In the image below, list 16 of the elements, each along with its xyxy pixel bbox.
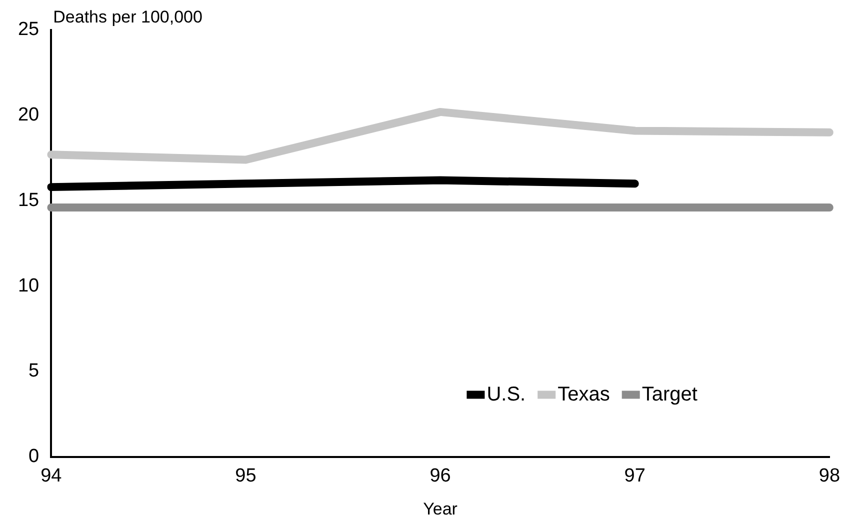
- x-tick-label: 96: [430, 465, 451, 486]
- x-tick-label: 95: [235, 465, 256, 486]
- x-axis-title: Year: [423, 499, 458, 518]
- legend-label: U.S.: [486, 383, 526, 406]
- y-tick-label: 10: [18, 275, 40, 296]
- y-tick-label: 15: [18, 190, 40, 211]
- y-tick-label: 0: [28, 446, 40, 468]
- x-tick-label: 98: [818, 465, 840, 486]
- y-axis-title: Deaths per 100,000: [53, 8, 202, 27]
- y-tick-label: 25: [18, 19, 40, 40]
- y-tick-label: 5: [28, 360, 40, 382]
- x-tick-label: 97: [624, 465, 646, 486]
- legend-label: Target: [642, 383, 698, 406]
- y-tick-label: 20: [18, 104, 40, 126]
- x-tick-label: 94: [40, 465, 62, 486]
- legend-label: Texas: [558, 383, 610, 406]
